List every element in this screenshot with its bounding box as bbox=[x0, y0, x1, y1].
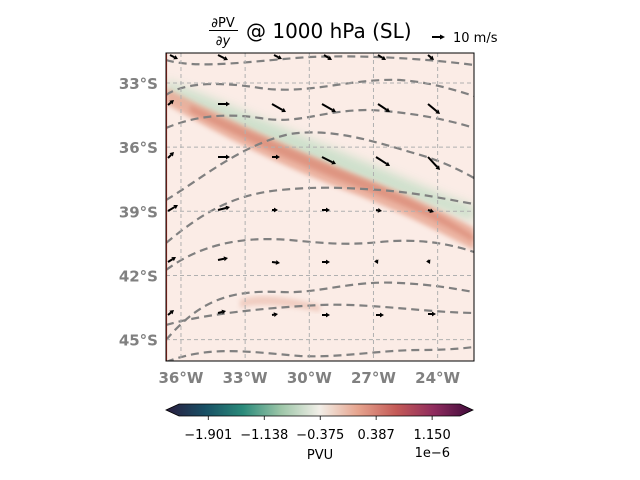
colorbar-tick-label: 1.150 bbox=[414, 428, 451, 443]
wind-vector bbox=[167, 100, 174, 106]
colorbar-scale-label: 1e−6 bbox=[415, 446, 450, 461]
wind-vector bbox=[322, 312, 330, 318]
plot-area bbox=[166, 53, 474, 361]
wind-vector bbox=[272, 154, 280, 160]
y-tick-label: 42°S bbox=[119, 267, 158, 285]
wind-vector bbox=[271, 312, 278, 318]
title-text: @ 1000 hPa (SL) bbox=[246, 19, 412, 43]
wind-vector bbox=[428, 311, 436, 317]
contour-line bbox=[166, 303, 474, 327]
colorbar-tick-label: 0.387 bbox=[358, 428, 395, 443]
chart-title: ∂PV ∂y @ 1000 hPa (SL) bbox=[209, 16, 412, 49]
y-tick-label: 36°S bbox=[119, 139, 158, 157]
wind-vector bbox=[218, 101, 230, 107]
wind-vector bbox=[273, 54, 282, 60]
wind-vector bbox=[426, 259, 431, 264]
contour-line bbox=[166, 108, 474, 130]
y-tick-label: 45°S bbox=[119, 332, 158, 350]
wind-vector bbox=[167, 152, 174, 159]
quiver-key-label: 10 m/s bbox=[453, 31, 498, 46]
contour-line bbox=[166, 237, 474, 271]
x-tick-label: 33°W bbox=[223, 369, 268, 387]
wind-vector bbox=[377, 103, 390, 112]
wind-vector bbox=[321, 103, 336, 113]
wind-vector bbox=[322, 207, 330, 213]
positive-band-core bbox=[190, 105, 474, 242]
wind-vector bbox=[323, 54, 332, 60]
wind-vector bbox=[377, 54, 386, 60]
wind-vector bbox=[218, 154, 230, 160]
grid-lines bbox=[166, 53, 474, 361]
wind-vector bbox=[217, 256, 228, 262]
y-tick-label: 33°S bbox=[119, 75, 158, 93]
plot-frame bbox=[165, 52, 475, 362]
wind-vector bbox=[322, 259, 330, 265]
title-numerator: ∂PV bbox=[211, 16, 235, 31]
x-tick-label: 36°W bbox=[159, 369, 204, 387]
contour-line bbox=[166, 131, 474, 201]
wind-vector bbox=[271, 103, 286, 113]
contour-line bbox=[166, 281, 474, 341]
colorbar-ticks: −1.901 −1.138 −0.375 0.387 1.150 bbox=[184, 416, 451, 443]
colorbar-body bbox=[165, 403, 474, 417]
wind-vector bbox=[271, 260, 280, 265]
quiver-key-arrowhead bbox=[440, 34, 445, 40]
colorbar-tick-label: −1.138 bbox=[240, 428, 288, 443]
contour-line bbox=[166, 186, 474, 244]
wind-vectors bbox=[167, 54, 440, 318]
wind-vector bbox=[427, 54, 434, 60]
wind-vector bbox=[375, 156, 390, 166]
title-denominator: ∂y bbox=[216, 34, 231, 49]
contour-lines bbox=[166, 55, 474, 361]
contour-line bbox=[166, 78, 474, 98]
wind-vector bbox=[427, 208, 434, 214]
wind-vector bbox=[167, 310, 174, 316]
wind-vector bbox=[321, 156, 336, 165]
wind-vector bbox=[376, 312, 384, 318]
quiver-key: 10 m/s bbox=[432, 31, 498, 46]
wind-vector bbox=[217, 205, 230, 211]
wind-vector bbox=[427, 156, 440, 170]
wind-vector bbox=[375, 207, 382, 213]
wind-vector bbox=[217, 309, 226, 315]
wind-vector bbox=[374, 259, 379, 264]
contour-line bbox=[166, 345, 474, 361]
wind-vector bbox=[272, 207, 278, 213]
colorbar-tick-label: −0.375 bbox=[296, 428, 344, 443]
wind-vector bbox=[169, 54, 178, 60]
y-axis-tick-labels: 33°S 36°S 39°S 42°S 45°S bbox=[119, 75, 158, 350]
wind-vector bbox=[167, 205, 178, 212]
wind-vector bbox=[167, 257, 176, 263]
x-tick-label: 24°W bbox=[415, 369, 460, 387]
contour-line bbox=[166, 55, 474, 67]
wind-vector bbox=[217, 54, 228, 61]
x-tick-label: 30°W bbox=[287, 369, 332, 387]
x-tick-label: 27°W bbox=[351, 369, 396, 387]
colorbar: −1.901 −1.138 −0.375 0.387 1.150 PVU 1e−6 bbox=[165, 403, 474, 463]
wind-vector bbox=[427, 103, 440, 114]
colorbar-tick-label: −1.901 bbox=[184, 428, 232, 443]
y-tick-label: 39°S bbox=[119, 203, 158, 221]
colorbar-label: PVU bbox=[307, 448, 333, 463]
weak-feature-lower bbox=[240, 296, 320, 312]
x-axis-tick-labels: 36°W 33°W 30°W 27°W 24°W bbox=[159, 369, 461, 387]
